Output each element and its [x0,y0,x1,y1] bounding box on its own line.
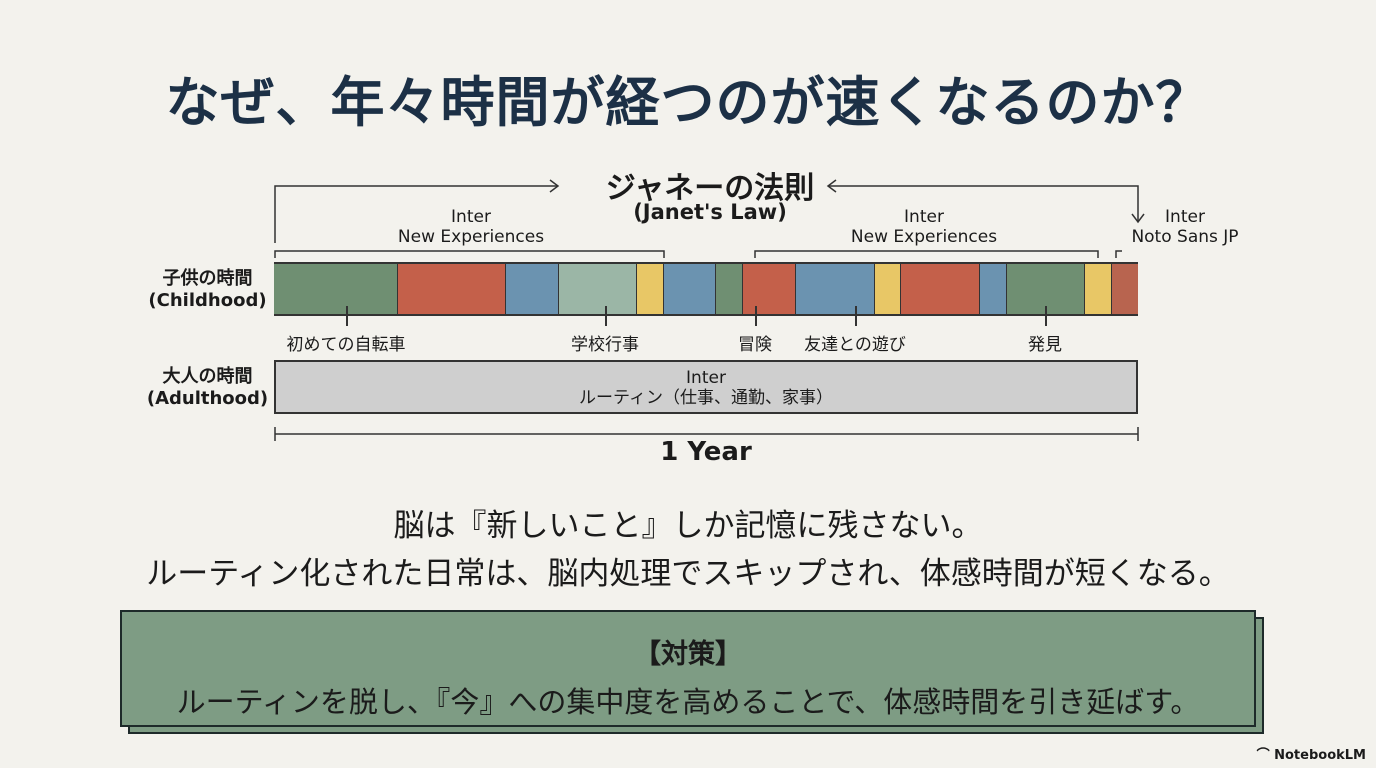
adulthood-bar-line2: ルーティン（仕事、通勤、家事） [579,388,833,408]
childhood-label: 子供の時間 (Childhood) [140,268,275,312]
body-line-1: 脳は『新しいこと』しか記憶に残さない。 [393,508,983,544]
bracket-label-left: Inter New Experiences [371,207,571,247]
childhood-segment [875,264,901,314]
childhood-segment [1112,264,1138,314]
bracket-label-line2: Noto Sans JP [1131,227,1239,247]
callout-heading: 【対策】 [634,639,742,670]
bracket-label-line1: Inter [1165,207,1205,227]
body-line-2: ルーティン化された日常は、脳内処理でスキップされ、体感時間が短くなる。 [146,556,1230,592]
callout-box: 【対策】 ルーティンを脱し、『今』への集中度を高めることで、体感時間を引き延ばす… [120,610,1256,727]
year-span [274,427,1139,441]
arrow-down-head-icon [1131,213,1145,224]
bracket-label-line1: Inter [451,207,491,227]
childhood-segment [637,264,664,314]
janet-law-arrows [274,179,1145,258]
childhood-label-en: (Childhood) [148,290,267,311]
bracket-far-right [1115,250,1122,258]
event-tick [1045,306,1047,326]
arrow-right-head-icon [549,179,560,193]
event-tick [755,306,757,326]
childhood-segment [506,264,559,314]
event-label: 冒険 [738,335,772,355]
event-tick [605,306,607,326]
year-label: 1 Year [660,437,752,467]
right-arrow-line [828,185,1139,222]
childhood-segment [980,264,1007,314]
event-label: 学校行事 [571,335,639,355]
notebooklm-icon: ⌒ [1256,748,1275,763]
law-subtitle: (Janet's Law) [633,200,787,224]
adulthood-label-jp: 大人の時間 [162,366,253,387]
logo-text: NotebookLM [1274,748,1366,763]
adulthood-label: 大人の時間 (Adulthood) [140,366,275,410]
arrow-left-head-icon [826,179,837,193]
childhood-segment [398,264,506,314]
event-tick [855,306,857,326]
bracket-label-line2: New Experiences [397,227,545,247]
childhood-segment [559,264,637,314]
childhood-segment [274,264,398,314]
childhood-segment [796,264,875,314]
law-title: ジャネーの法則 [605,171,815,206]
left-arrow-line [274,185,558,243]
bracket-label-line2: New Experiences [850,227,998,247]
event-tick [346,306,348,326]
bracket-label-right: Inter New Experiences [824,207,1024,247]
childhood-segment [901,264,980,314]
event-label: 発見 [1028,335,1062,355]
childhood-segment [1007,264,1085,314]
adulthood-label-en: (Adulthood) [146,388,269,409]
childhood-label-jp: 子供の時間 [162,268,253,289]
bracket-left [274,250,665,258]
notebooklm-logo: ⌒ NotebookLM [1257,744,1366,763]
bracket-label-far-right: Inter Noto Sans JP [1100,207,1270,247]
childhood-segment [743,264,796,314]
event-label: 初めての自転車 [286,335,406,355]
page-title: なぜ、年々時間が経つのが速くなるのか？ [165,71,1211,134]
callout-text: ルーティンを脱し、『今』への集中度を高めることで、体感時間を引き延ばす。 [176,685,1200,719]
adulthood-bar-line1: Inter [686,368,726,388]
bracket-label-line1: Inter [904,207,944,227]
childhood-bar [274,262,1138,316]
childhood-segment [1085,264,1112,314]
event-label: 友達との遊び [804,335,906,355]
bracket-right [754,250,1099,258]
childhood-segment [664,264,716,314]
adulthood-bar: Inter ルーティン（仕事、通勤、家事） [274,360,1138,414]
childhood-segment [716,264,743,314]
